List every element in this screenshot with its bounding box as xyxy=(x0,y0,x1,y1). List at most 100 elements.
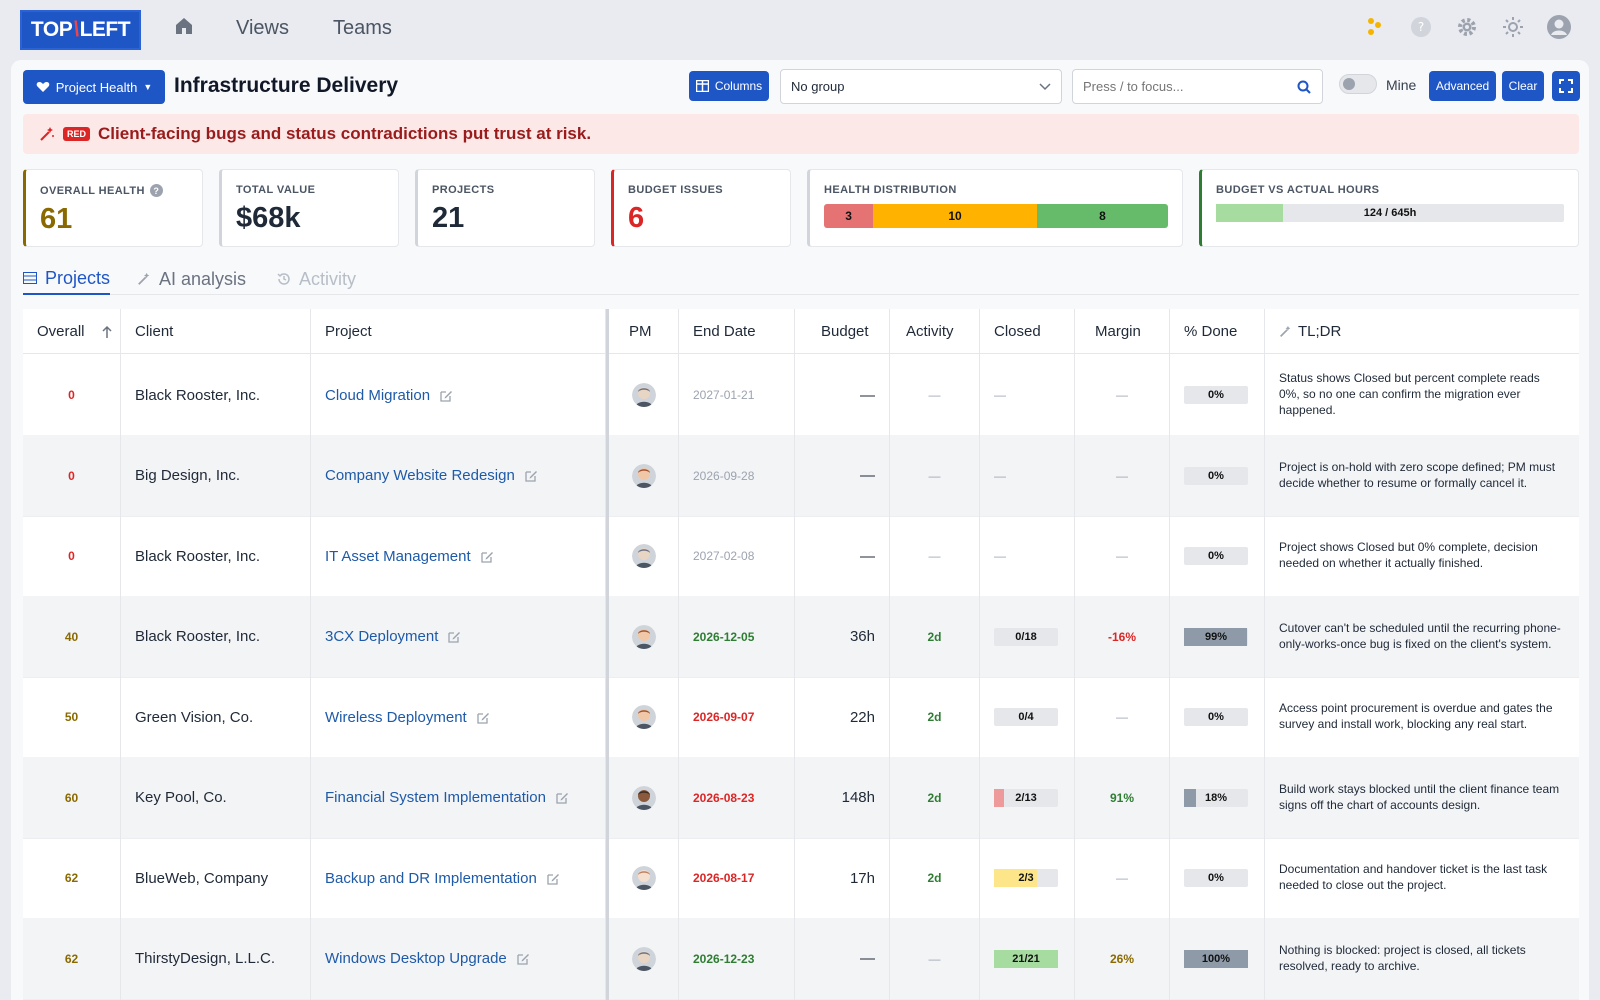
project-link[interactable]: IT Asset Management xyxy=(325,547,471,565)
tab-ai-analysis[interactable]: AI analysis xyxy=(137,263,246,295)
column-header-pm[interactable]: PM xyxy=(609,309,679,354)
pm-avatar[interactable] xyxy=(631,624,656,649)
columns-button[interactable]: Columns xyxy=(689,71,769,101)
fullscreen-button[interactable] xyxy=(1552,71,1580,101)
cell-overall: 62 xyxy=(23,837,121,919)
sun-icon[interactable] xyxy=(1500,14,1526,40)
pm-avatar[interactable] xyxy=(631,383,656,407)
distribution-green-segment[interactable]: 8 xyxy=(1036,204,1168,228)
kpi-budget-issues-value: 6 xyxy=(628,202,645,234)
pm-avatar[interactable] xyxy=(631,463,656,488)
tab-activity[interactable]: Activity xyxy=(277,263,356,295)
tab-projects[interactable]: Projects xyxy=(23,263,111,295)
budget-vs-actual-fill xyxy=(1216,204,1283,222)
help-icon[interactable]: ? xyxy=(1408,14,1434,40)
cell-overall: 0 xyxy=(23,434,121,517)
nav-teams[interactable]: Teams xyxy=(333,17,392,39)
kpi-total-value-value: $68k xyxy=(236,202,301,234)
table-row[interactable]: 0 Black Rooster, Inc. Cloud Migration 20… xyxy=(23,354,1579,436)
pm-avatar[interactable] xyxy=(631,866,656,890)
group-select[interactable]: No group xyxy=(780,69,1062,104)
user-avatar-icon[interactable] xyxy=(1546,14,1572,40)
closed-progress-text: 21/21 xyxy=(1012,952,1040,965)
pm-avatar[interactable] xyxy=(631,785,656,810)
done-progress: 0% xyxy=(1184,869,1248,887)
frozen-column-divider[interactable] xyxy=(606,309,609,1000)
margin-value: 26% xyxy=(1109,951,1135,966)
column-header-closed[interactable]: Closed xyxy=(980,309,1075,354)
distribution-amber-segment[interactable]: 10 xyxy=(873,204,1037,228)
column-header-project[interactable]: Project xyxy=(311,309,606,354)
distribution-red-segment[interactable]: 3 xyxy=(824,204,874,228)
table-row[interactable]: 40 Black Rooster, Inc. 3CX Deployment 20… xyxy=(23,595,1579,678)
gear-icon[interactable] xyxy=(1454,14,1480,40)
team-icon[interactable] xyxy=(1362,14,1388,40)
edit-icon[interactable] xyxy=(477,711,490,724)
health-distribution-bar: 3 10 8 xyxy=(824,204,1168,228)
edit-icon[interactable] xyxy=(440,389,453,402)
cell-budget: 22h xyxy=(795,676,890,758)
edit-icon[interactable] xyxy=(547,872,560,885)
logo-text-left: TOP xyxy=(30,18,73,41)
project-link[interactable]: Windows Desktop Upgrade xyxy=(325,950,507,967)
done-progress: 0% xyxy=(1184,547,1248,565)
edit-icon[interactable] xyxy=(480,550,494,563)
home-icon[interactable] xyxy=(174,16,196,38)
project-link[interactable]: Financial System Implementation xyxy=(325,789,546,806)
table-row[interactable]: 0 Black Rooster, Inc. IT Asset Managemen… xyxy=(23,515,1579,597)
nav-views[interactable]: Views xyxy=(236,17,289,39)
column-header-budget[interactable]: Budget xyxy=(795,309,890,354)
column-header-end-date[interactable]: End Date xyxy=(679,309,795,354)
view-selector-label: Project Health xyxy=(55,79,138,95)
mine-toggle[interactable] xyxy=(1339,74,1377,94)
project-link[interactable]: Cloud Migration xyxy=(325,386,431,404)
column-header-overall[interactable]: Overall xyxy=(23,309,121,354)
clear-button[interactable]: Clear xyxy=(1502,71,1544,101)
edit-icon[interactable] xyxy=(448,630,461,643)
advanced-button[interactable]: Advanced xyxy=(1429,71,1496,101)
column-header-done[interactable]: % Done xyxy=(1170,309,1265,354)
project-link[interactable]: Wireless Deployment xyxy=(325,708,467,726)
cell-budget: — xyxy=(795,434,890,517)
column-header-activity[interactable]: Activity xyxy=(890,309,980,354)
table-row[interactable]: 60 Key Pool, Co. Financial System Implem… xyxy=(23,756,1579,839)
project-link[interactable]: 3CX Deployment xyxy=(325,628,439,645)
main-panel: Project Health ▼ Infrastructure Delivery… xyxy=(11,60,1589,1000)
edit-icon[interactable] xyxy=(525,469,538,482)
column-header-tldr[interactable]: TL;DR xyxy=(1265,309,1579,354)
table-row[interactable]: 50 Green Vision, Co. Wireless Deployment… xyxy=(23,676,1579,758)
end-date: 2026-08-17 xyxy=(693,871,755,885)
cell-pm xyxy=(609,595,679,678)
project-link[interactable]: Company Website Redesign xyxy=(325,467,515,484)
done-progress: 0% xyxy=(1184,386,1248,404)
cell-budget: 148h xyxy=(795,756,890,839)
table-row[interactable]: 0 Big Design, Inc. Company Website Redes… xyxy=(23,434,1579,517)
cell-activity: — xyxy=(890,917,980,1000)
table-row[interactable]: 62 ThirstyDesign, L.L.C. Windows Desktop… xyxy=(23,917,1579,1000)
health-score: 40 xyxy=(64,629,79,644)
view-selector-button[interactable]: Project Health ▼ xyxy=(23,70,165,104)
help-icon[interactable]: ? xyxy=(149,184,163,197)
cell-margin: — xyxy=(1075,837,1170,919)
edit-icon[interactable] xyxy=(517,952,530,965)
pm-avatar[interactable] xyxy=(631,544,656,568)
search-icon xyxy=(1297,80,1311,94)
column-header-margin[interactable]: Margin xyxy=(1075,309,1170,354)
kpi-projects-value: 21 xyxy=(432,202,465,234)
pm-avatar[interactable] xyxy=(631,946,656,971)
search-button[interactable] xyxy=(1285,69,1323,104)
edit-icon[interactable] xyxy=(556,791,569,804)
column-header-client[interactable]: Client xyxy=(121,309,311,354)
cell-client: Black Rooster, Inc. xyxy=(121,354,311,436)
toggle-knob xyxy=(1343,78,1355,90)
tab-activity-label: Activity xyxy=(299,268,357,289)
search-input[interactable] xyxy=(1072,69,1286,104)
columns-label: Columns xyxy=(714,79,763,93)
app-logo[interactable]: TOP \ LEFT xyxy=(20,10,141,50)
cell-activity: 2d xyxy=(890,595,980,678)
project-link[interactable]: Backup and DR Implementation xyxy=(325,869,537,887)
cell-end-date: 2026-09-07 xyxy=(679,676,795,758)
pm-avatar[interactable] xyxy=(631,705,656,729)
table-row[interactable]: 62 BlueWeb, Company Backup and DR Implem… xyxy=(23,837,1579,919)
closed-empty: — xyxy=(994,388,1006,402)
